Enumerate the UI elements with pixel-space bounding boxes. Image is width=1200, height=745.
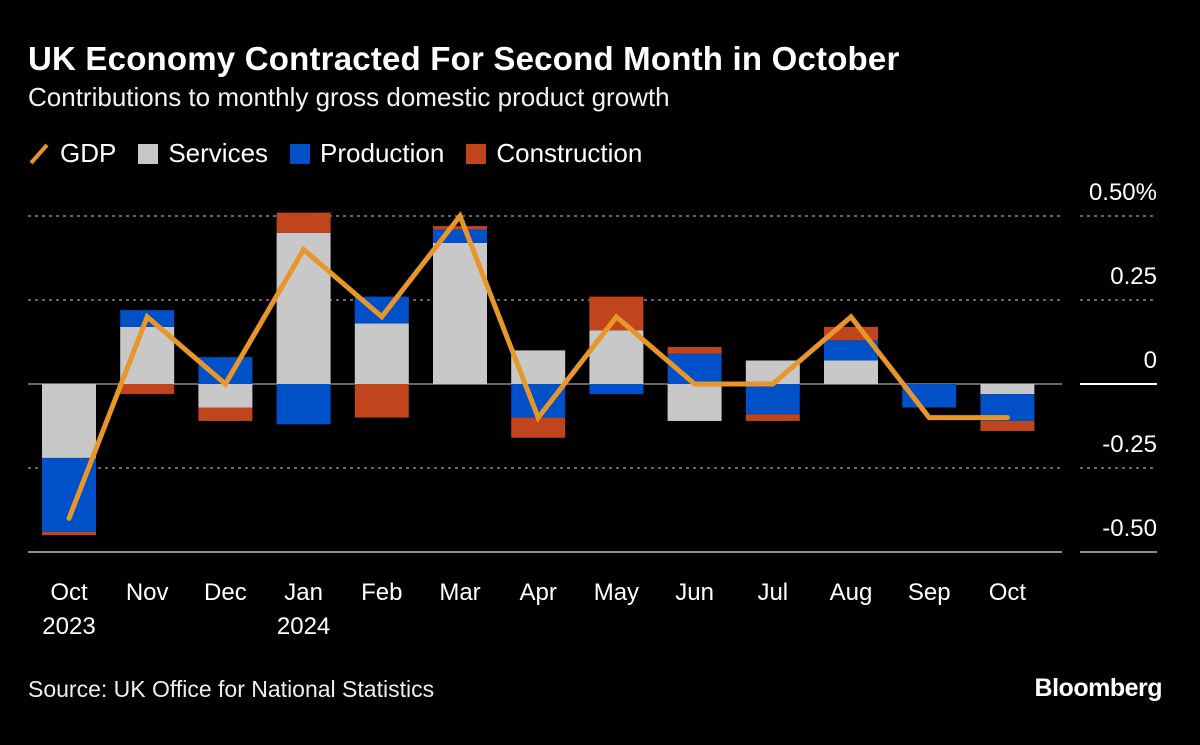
legend-label: Production xyxy=(320,138,445,168)
legend-swatch xyxy=(466,143,487,164)
y-tick-label: 0.25 xyxy=(1110,263,1157,290)
bar-construction xyxy=(667,347,722,354)
bar-services xyxy=(42,384,96,458)
legend-label: Services xyxy=(168,138,269,168)
bar-services xyxy=(198,384,253,408)
x-tick-label-line: Jun xyxy=(675,579,714,606)
legend: GDP Services Production Construction xyxy=(28,138,664,169)
bar-services xyxy=(354,323,409,384)
bar-production xyxy=(745,384,800,415)
x-tick-label: Mar xyxy=(439,579,480,606)
bar-construction xyxy=(354,384,409,418)
x-tick-label: Apr xyxy=(520,579,557,606)
x-tick-label-line: Nov xyxy=(126,579,169,606)
bar-construction xyxy=(276,212,331,233)
source-note: Source: UK Office for National Statistic… xyxy=(28,676,435,702)
x-tick-label-line: May xyxy=(594,579,639,606)
x-tick-label: Jun xyxy=(675,579,714,606)
y-tick-label: -0.50 xyxy=(1102,515,1157,542)
x-tick-label: Jan 2024 xyxy=(277,579,330,640)
legend-swatch xyxy=(290,143,311,164)
legend-line-icon xyxy=(29,143,49,164)
bloomberg-logo: Bloomberg xyxy=(1034,674,1163,702)
bar-services xyxy=(120,326,175,384)
x-tick-label-line: Jan xyxy=(284,579,323,606)
y-tick-label: -0.25 xyxy=(1102,431,1157,458)
bar-production xyxy=(824,340,878,361)
x-tick-label-line: Apr xyxy=(520,579,557,606)
legend-swatch xyxy=(138,143,159,164)
bar-construction xyxy=(980,420,1035,432)
bar-construction xyxy=(42,531,96,536)
legend-item-services: Services xyxy=(138,138,268,169)
bar-production xyxy=(276,384,331,425)
bar-construction xyxy=(589,296,644,331)
legend-item-construction: Construction xyxy=(466,138,642,169)
x-tick-label: May xyxy=(594,579,639,606)
x-tick-label: Sep xyxy=(908,579,951,606)
x-tick-label: Aug xyxy=(830,579,873,606)
x-tick-label-line: 2024 xyxy=(277,613,330,640)
x-tick-label-line: Dec xyxy=(204,579,247,606)
x-tick-label-line: Sep xyxy=(908,579,951,606)
legend-item-production: Production xyxy=(290,138,444,169)
y-tick-label: 0.50% xyxy=(1089,179,1157,206)
bar-construction xyxy=(120,384,175,395)
bar-construction xyxy=(511,417,566,438)
x-tick-label-line: 2023 xyxy=(42,613,95,640)
legend-label: GDP xyxy=(60,138,117,168)
legend-item-gdp: GDP xyxy=(28,138,116,169)
legend-label: Construction xyxy=(496,138,643,168)
x-tick-label-line: Aug xyxy=(830,579,873,606)
bar-production xyxy=(589,384,644,395)
bar-services xyxy=(276,232,331,384)
chart-subtitle: Contributions to monthly gross domestic … xyxy=(28,82,670,112)
bar-services xyxy=(824,360,878,384)
x-tick-label-line: Feb xyxy=(361,579,402,606)
bar-construction xyxy=(198,407,253,421)
x-tick-label: Oct xyxy=(989,579,1027,606)
x-tick-label-line: Mar xyxy=(439,579,480,606)
x-tick-label-line: Jul xyxy=(757,579,788,606)
bar-services xyxy=(667,384,722,421)
bar-construction xyxy=(745,414,800,421)
bar-services xyxy=(745,360,800,384)
y-tick-label: 0 xyxy=(1144,347,1157,374)
chart-title: UK Economy Contracted For Second Month i… xyxy=(28,40,900,77)
x-tick-label: Jul xyxy=(757,579,788,606)
x-tick-label-line: Oct xyxy=(989,579,1027,606)
bar-services xyxy=(980,384,1035,395)
bar-construction xyxy=(433,226,487,230)
x-tick-label: Dec xyxy=(204,579,247,606)
x-tick-label-line: Oct xyxy=(50,579,88,606)
x-tick-label: Oct 2023 xyxy=(42,579,95,640)
x-tick-label: Nov xyxy=(126,579,169,606)
x-tick-label: Feb xyxy=(361,579,402,606)
